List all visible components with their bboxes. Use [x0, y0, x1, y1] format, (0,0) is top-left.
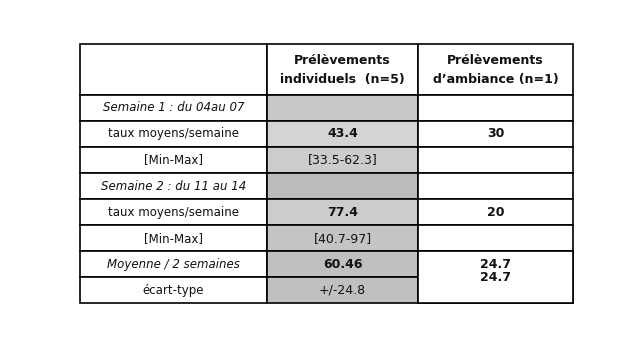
Bar: [80, 44, 268, 95]
Bar: [418, 225, 573, 251]
Text: écart-type: écart-type: [143, 284, 204, 297]
Text: Moyenne / 2 semaines: Moyenne / 2 semaines: [107, 258, 240, 271]
Text: 43.4: 43.4: [327, 128, 358, 140]
Text: Prélèvements: Prélèvements: [294, 54, 391, 67]
Text: 20: 20: [487, 206, 505, 219]
Bar: [418, 121, 573, 147]
Bar: [80, 121, 268, 147]
Bar: [268, 44, 418, 95]
Text: individuels  (n=5): individuels (n=5): [280, 73, 405, 86]
Bar: [418, 44, 573, 95]
Text: [Min-Max]: [Min-Max]: [144, 153, 203, 166]
Text: 60.46: 60.46: [323, 258, 362, 271]
Bar: [80, 199, 268, 225]
Text: 30: 30: [487, 128, 505, 140]
Bar: [268, 95, 418, 121]
Text: Semaine 2 : du 11 au 14: Semaine 2 : du 11 au 14: [101, 180, 246, 193]
Bar: [268, 277, 418, 303]
Bar: [418, 173, 573, 199]
Text: [Min-Max]: [Min-Max]: [144, 232, 203, 245]
Bar: [80, 225, 268, 251]
Bar: [268, 147, 418, 173]
Text: 24.7: 24.7: [480, 271, 511, 284]
Text: +/-24.8: +/-24.8: [319, 284, 366, 297]
Text: 24.7: 24.7: [480, 258, 511, 271]
Text: taux moyens/semaine: taux moyens/semaine: [108, 128, 239, 140]
Bar: [268, 251, 418, 277]
Bar: [418, 251, 573, 277]
Bar: [268, 225, 418, 251]
Bar: [268, 173, 418, 199]
Bar: [418, 95, 573, 121]
Bar: [80, 95, 268, 121]
Text: [40.7-97]: [40.7-97]: [313, 232, 371, 245]
Bar: [80, 173, 268, 199]
Bar: [80, 251, 268, 277]
Bar: [80, 147, 268, 173]
Bar: [418, 277, 573, 303]
Bar: [268, 199, 418, 225]
Bar: [80, 277, 268, 303]
Bar: [418, 251, 573, 303]
Text: Prélèvements: Prélèvements: [447, 54, 544, 67]
Text: d’ambiance (n=1): d’ambiance (n=1): [433, 73, 559, 86]
Text: 77.4: 77.4: [327, 206, 358, 219]
Bar: [268, 121, 418, 147]
Bar: [418, 147, 573, 173]
Text: [33.5-62.3]: [33.5-62.3]: [308, 153, 377, 166]
Bar: [418, 199, 573, 225]
Text: taux moyens/semaine: taux moyens/semaine: [108, 206, 239, 219]
Text: Semaine 1 : du 04au 07: Semaine 1 : du 04au 07: [103, 101, 244, 114]
